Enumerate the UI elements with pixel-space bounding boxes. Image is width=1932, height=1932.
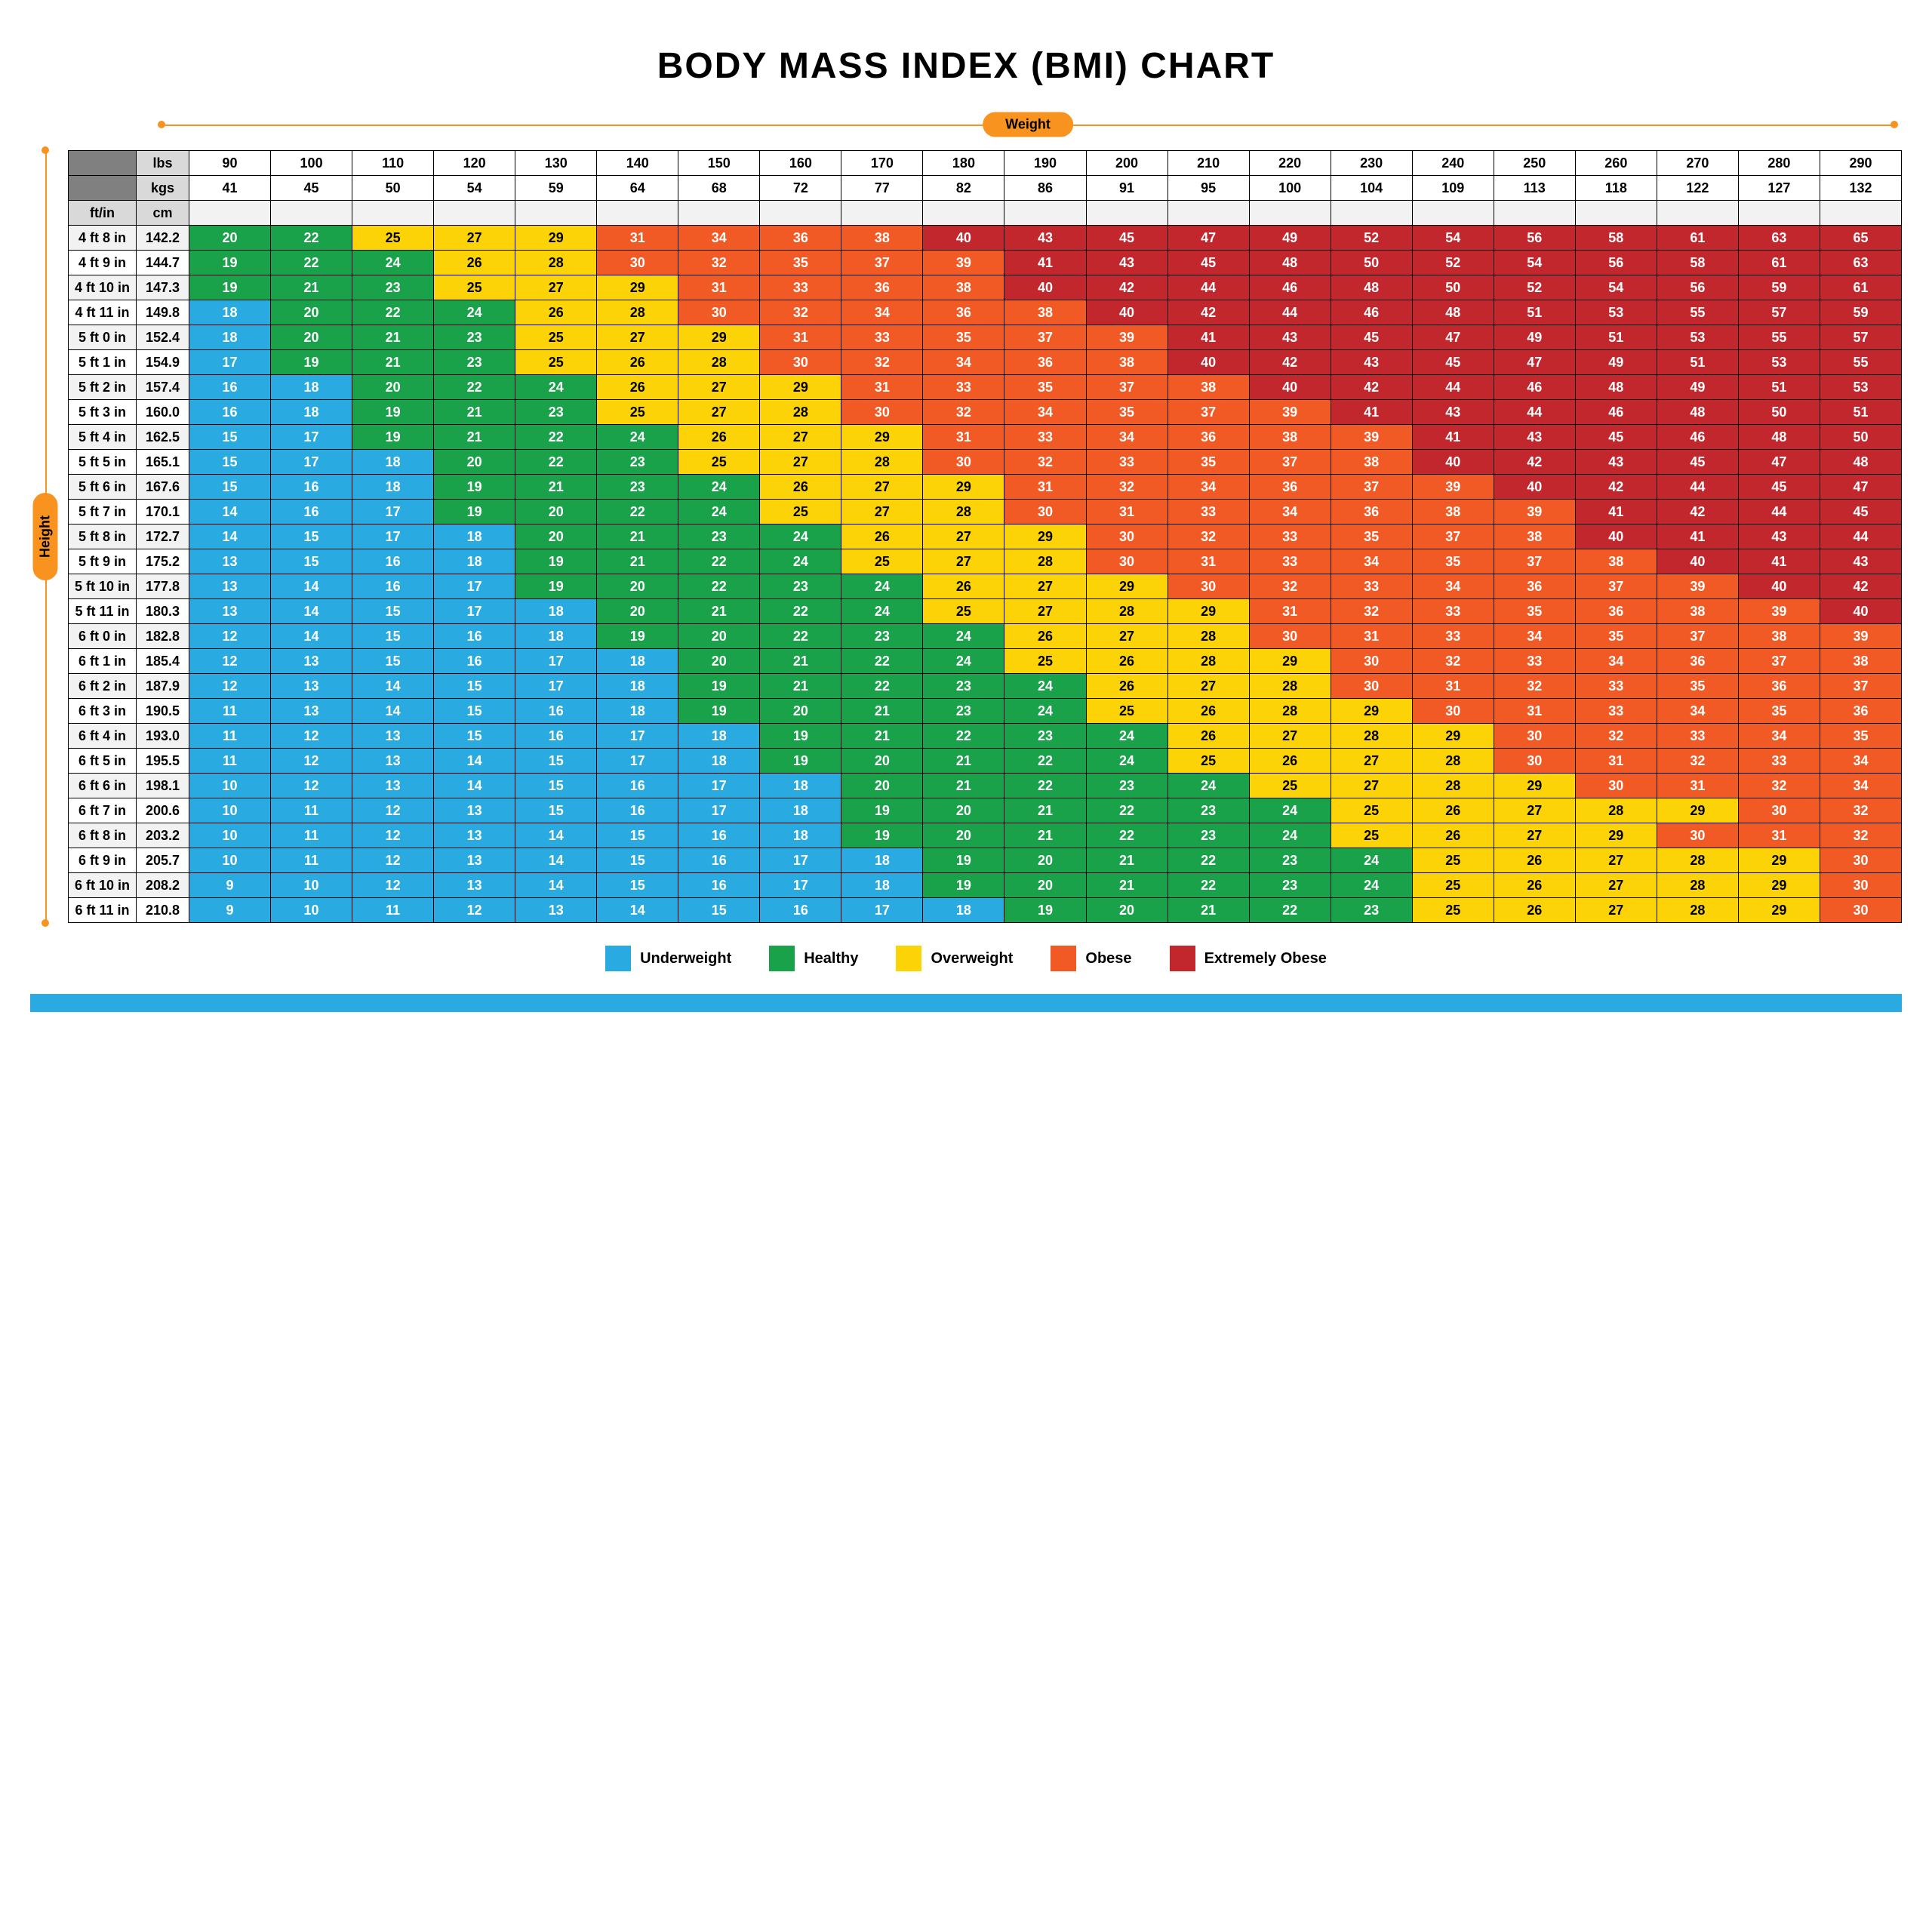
table-row: 5 ft 2 in157.416182022242627293133353738… <box>69 375 1902 400</box>
table-row: 5 ft 1 in154.917192123252628303234363840… <box>69 350 1902 375</box>
legend-item: Extremely Obese <box>1170 946 1327 971</box>
table-row: 6 ft 10 in208.29101213141516171819202122… <box>69 873 1902 898</box>
legend-item: Obese <box>1051 946 1131 971</box>
table-row: 5 ft 11 in180.31314151718202122242527282… <box>69 599 1902 624</box>
table-row: 6 ft 4 in193.011121315161718192122232426… <box>69 724 1902 749</box>
table-row: 4 ft 10 in147.31921232527293133363840424… <box>69 275 1902 300</box>
table-row: 6 ft 0 in182.812141516181920222324262728… <box>69 624 1902 649</box>
table-row: 5 ft 9 in175.213151618192122242527283031… <box>69 549 1902 574</box>
table-row: 6 ft 5 in195.511121314151718192021222425… <box>69 749 1902 774</box>
table-row: 5 ft 7 in170.114161719202224252728303133… <box>69 500 1902 525</box>
table-row: 4 ft 9 in144.719222426283032353739414345… <box>69 251 1902 275</box>
chart-container: Weight Height lbs90100110120130140150160… <box>30 109 1902 1012</box>
table-row: 6 ft 2 in187.912131415171819212223242627… <box>69 674 1902 699</box>
table-row: 5 ft 5 in165.115171820222325272830323335… <box>69 450 1902 475</box>
legend-item: Healthy <box>769 946 858 971</box>
table-row: 6 ft 9 in205.710111213141516171819202122… <box>69 848 1902 873</box>
legend: Underweight Healthy Overweight Obese Extreme… <box>30 946 1902 971</box>
table-row: 4 ft 8 in142.220222527293134363840434547… <box>69 226 1902 251</box>
table-row: 5 ft 10 in177.81314161719202223242627293… <box>69 574 1902 599</box>
bmi-table: lbs9010011012013014015016017018019020021… <box>68 150 1902 923</box>
height-pill: Height <box>33 493 58 580</box>
table-row: 4 ft 11 in149.81820222426283032343638404… <box>69 300 1902 325</box>
page-title: BODY MASS INDEX (BMI) CHART <box>30 45 1902 87</box>
weight-pill: Weight <box>983 112 1073 137</box>
table-row: 5 ft 4 in162.515171921222426272931333436… <box>69 425 1902 450</box>
footer-bar <box>30 994 1902 1012</box>
table-row: 6 ft 11 in210.89101112131415161718192021… <box>69 898 1902 923</box>
table-row: 5 ft 3 in160.016181921232527283032343537… <box>69 400 1902 425</box>
table-row: 6 ft 1 in185.412131516171820212224252628… <box>69 649 1902 674</box>
table-row: 6 ft 3 in190.511131415161819202123242526… <box>69 699 1902 724</box>
table-row: 5 ft 6 in167.615161819212324262729313234… <box>69 475 1902 500</box>
height-axis-label: Height <box>30 150 60 923</box>
weight-axis-label: Weight <box>162 109 1894 140</box>
table-row: 5 ft 0 in152.418202123252729313335373941… <box>69 325 1902 350</box>
legend-item: Overweight <box>896 946 1013 971</box>
table-row: 6 ft 6 in198.110121314151617182021222324… <box>69 774 1902 798</box>
legend-item: Underweight <box>605 946 731 971</box>
table-row: 5 ft 8 in172.714151718202123242627293032… <box>69 525 1902 549</box>
table-row: 6 ft 8 in203.210111213141516181920212223… <box>69 823 1902 848</box>
table-row: 6 ft 7 in200.610111213151617181920212223… <box>69 798 1902 823</box>
